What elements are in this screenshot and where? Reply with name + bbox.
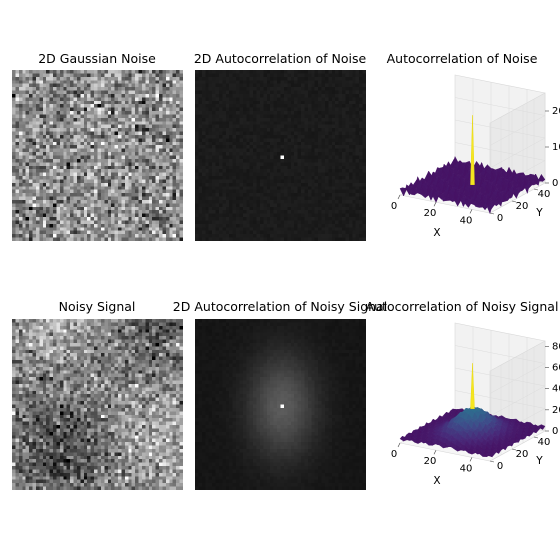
title-autocorr-noise-2d: 2D Autocorrelation of Noise bbox=[194, 51, 366, 66]
x-tick-label: 40 bbox=[460, 215, 473, 226]
y-tick-mark bbox=[490, 461, 494, 462]
x-tick-mark bbox=[470, 457, 472, 461]
autocorr-signal-heatmap bbox=[195, 319, 366, 490]
surface-plot-noise: 02040020400100200XY bbox=[380, 70, 560, 270]
z-tick-label: 0 bbox=[552, 178, 558, 189]
x-axis-label: X bbox=[433, 227, 440, 239]
x-tick-mark bbox=[434, 202, 436, 206]
y-axis-label: Y bbox=[535, 207, 543, 219]
x-axis-label: X bbox=[433, 475, 440, 487]
y-tick-label: 40 bbox=[538, 437, 551, 448]
z-tick-label: 400 bbox=[552, 384, 560, 395]
x-tick-label: 40 bbox=[460, 463, 473, 474]
x-tick-label: 0 bbox=[391, 449, 397, 460]
x-tick-mark bbox=[434, 450, 436, 454]
y-tick-label: 40 bbox=[538, 189, 551, 200]
y-tick-label: 0 bbox=[497, 461, 503, 472]
z-tick-label: 0 bbox=[552, 426, 558, 437]
z-tick-label: 200 bbox=[552, 106, 560, 117]
title-gaussian-noise: 2D Gaussian Noise bbox=[38, 51, 156, 66]
surface-plot-signal: 02040020400200400600800XY bbox=[380, 318, 560, 518]
y-tick-label: 0 bbox=[497, 213, 503, 224]
z-tick-label: 100 bbox=[552, 142, 560, 153]
autocorr-noise-image bbox=[195, 70, 366, 241]
autocorr-noise-heatmap bbox=[195, 70, 366, 241]
gaussian-noise-image bbox=[12, 70, 183, 241]
noisy-signal-heatmap bbox=[12, 319, 183, 490]
title-autocorr-signal-2d: 2D Autocorrelation of Noisy Signal bbox=[173, 299, 387, 314]
x-tick-label: 20 bbox=[424, 456, 437, 467]
y-tick-label: 20 bbox=[516, 201, 529, 212]
x-tick-label: 20 bbox=[424, 208, 437, 219]
title-autocorr-signal-3d: Autocorrelation of Noisy Signal bbox=[366, 299, 559, 314]
z-tick-label: 200 bbox=[552, 405, 560, 416]
autocorr-signal-image bbox=[195, 319, 366, 490]
y-tick-mark bbox=[490, 213, 494, 214]
z-tick-label: 600 bbox=[552, 362, 560, 373]
z-tick-label: 800 bbox=[552, 341, 560, 352]
y-tick-label: 20 bbox=[516, 449, 529, 460]
title-autocorr-noise-3d: Autocorrelation of Noise bbox=[387, 51, 538, 66]
noisy-signal-image bbox=[12, 319, 183, 490]
x-tick-mark bbox=[398, 195, 400, 199]
gaussian-noise-heatmap bbox=[12, 70, 183, 241]
x-tick-mark bbox=[398, 443, 400, 447]
title-noisy-signal: Noisy Signal bbox=[59, 299, 136, 314]
x-tick-mark bbox=[470, 209, 472, 213]
y-axis-label: Y bbox=[535, 455, 543, 467]
x-tick-label: 0 bbox=[391, 201, 397, 212]
